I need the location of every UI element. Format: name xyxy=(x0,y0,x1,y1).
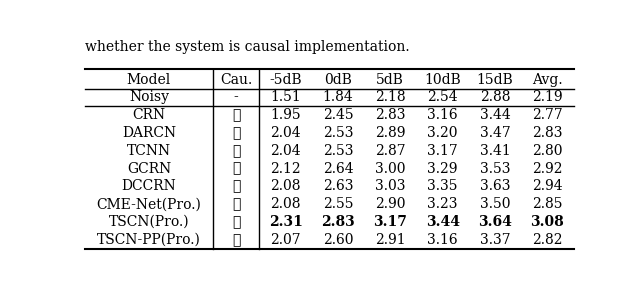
Text: 2.83: 2.83 xyxy=(375,108,406,122)
Text: 3.64: 3.64 xyxy=(478,215,512,229)
Text: 3.16: 3.16 xyxy=(428,233,458,247)
Text: 1.95: 1.95 xyxy=(270,108,301,122)
Text: 2.60: 2.60 xyxy=(323,233,353,247)
Text: 2.04: 2.04 xyxy=(270,144,301,158)
Text: 10dB: 10dB xyxy=(424,73,461,87)
Text: 5dB: 5dB xyxy=(376,73,404,87)
Text: 0dB: 0dB xyxy=(324,73,352,87)
Text: TCNN: TCNN xyxy=(127,144,171,158)
Text: CME-Net(Pro.): CME-Net(Pro.) xyxy=(97,197,202,211)
Text: 3.44: 3.44 xyxy=(479,108,510,122)
Text: 3.41: 3.41 xyxy=(479,144,510,158)
Text: 2.80: 2.80 xyxy=(532,144,563,158)
Text: 2.82: 2.82 xyxy=(532,233,563,247)
Text: 2.90: 2.90 xyxy=(375,197,406,211)
Text: 2.83: 2.83 xyxy=(321,215,355,229)
Text: 2.08: 2.08 xyxy=(270,179,301,193)
Text: 3.17: 3.17 xyxy=(428,144,458,158)
Text: 1.84: 1.84 xyxy=(323,91,353,104)
Text: 15dB: 15dB xyxy=(477,73,513,87)
Text: ✓: ✓ xyxy=(232,179,241,193)
Text: 3.23: 3.23 xyxy=(428,197,458,211)
Text: 2.18: 2.18 xyxy=(375,91,406,104)
Text: 3.20: 3.20 xyxy=(428,126,458,140)
Text: 2.07: 2.07 xyxy=(270,233,301,247)
Text: 3.17: 3.17 xyxy=(373,215,407,229)
Text: 2.88: 2.88 xyxy=(480,91,510,104)
Text: 2.53: 2.53 xyxy=(323,126,353,140)
Text: -5dB: -5dB xyxy=(269,73,302,87)
Text: TSCN(Pro.): TSCN(Pro.) xyxy=(109,215,189,229)
Text: 3.63: 3.63 xyxy=(480,179,510,193)
Text: 2.83: 2.83 xyxy=(532,126,563,140)
Text: -: - xyxy=(234,91,239,104)
Text: ✓: ✓ xyxy=(232,215,241,229)
Text: 2.85: 2.85 xyxy=(532,197,563,211)
Text: 2.89: 2.89 xyxy=(375,126,406,140)
Text: 2.19: 2.19 xyxy=(532,91,563,104)
Text: 3.47: 3.47 xyxy=(479,126,510,140)
Text: 3.29: 3.29 xyxy=(428,162,458,176)
Text: ✓: ✓ xyxy=(232,144,241,158)
Text: DARCN: DARCN xyxy=(122,126,176,140)
Text: 3.00: 3.00 xyxy=(375,162,406,176)
Text: 1.51: 1.51 xyxy=(270,91,301,104)
Text: 2.31: 2.31 xyxy=(269,215,303,229)
Text: 2.63: 2.63 xyxy=(323,179,353,193)
Text: 3.53: 3.53 xyxy=(480,162,510,176)
Text: ✓: ✓ xyxy=(232,126,241,140)
Text: 2.53: 2.53 xyxy=(323,144,353,158)
Text: DCCRN: DCCRN xyxy=(122,179,176,193)
Text: 3.16: 3.16 xyxy=(428,108,458,122)
Text: Avg.: Avg. xyxy=(532,73,563,87)
Text: 2.87: 2.87 xyxy=(375,144,406,158)
Text: 2.94: 2.94 xyxy=(532,179,563,193)
Text: 2.92: 2.92 xyxy=(532,162,563,176)
Text: 3.50: 3.50 xyxy=(480,197,510,211)
Text: 2.08: 2.08 xyxy=(270,197,301,211)
Text: GCRN: GCRN xyxy=(127,162,171,176)
Text: 2.12: 2.12 xyxy=(270,162,301,176)
Text: 2.77: 2.77 xyxy=(532,108,563,122)
Text: 3.37: 3.37 xyxy=(480,233,510,247)
Text: Model: Model xyxy=(127,73,171,87)
Text: ✓: ✓ xyxy=(232,108,241,122)
Text: 2.54: 2.54 xyxy=(428,91,458,104)
Text: 3.03: 3.03 xyxy=(375,179,406,193)
Text: CRN: CRN xyxy=(132,108,166,122)
Text: 2.45: 2.45 xyxy=(323,108,353,122)
Text: ✓: ✓ xyxy=(232,197,241,211)
Text: 2.04: 2.04 xyxy=(270,126,301,140)
Text: 3.44: 3.44 xyxy=(426,215,460,229)
Text: ✓: ✓ xyxy=(232,162,241,176)
Text: 3.08: 3.08 xyxy=(531,215,564,229)
Text: 2.91: 2.91 xyxy=(375,233,406,247)
Text: Cau.: Cau. xyxy=(220,73,252,87)
Text: 2.55: 2.55 xyxy=(323,197,353,211)
Text: TSCN-PP(Pro.): TSCN-PP(Pro.) xyxy=(97,233,201,247)
Text: whether the system is causal implementation.: whether the system is causal implementat… xyxy=(85,40,410,54)
Text: ✓: ✓ xyxy=(232,233,241,247)
Text: 2.64: 2.64 xyxy=(323,162,353,176)
Text: Noisy: Noisy xyxy=(129,91,169,104)
Text: 3.35: 3.35 xyxy=(428,179,458,193)
